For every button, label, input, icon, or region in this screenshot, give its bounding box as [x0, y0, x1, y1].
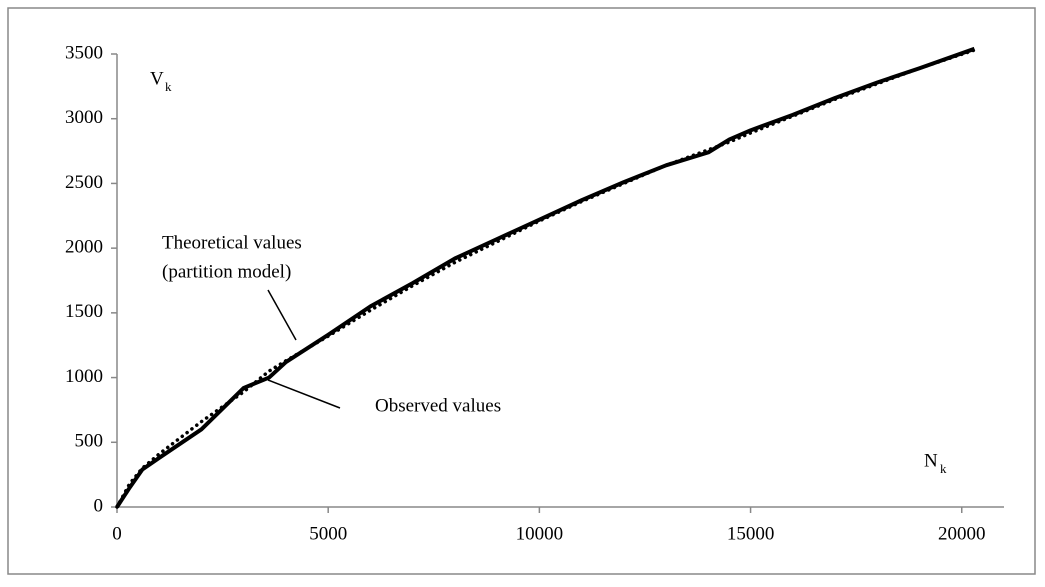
line-series — [115, 48, 977, 509]
x-axis-label-sub: k — [940, 461, 947, 476]
y-tick-label: 0 — [94, 495, 104, 516]
x-tick-label: 5000 — [309, 523, 347, 544]
x-tick-label: 20000 — [938, 523, 986, 544]
y-tick-label: 500 — [75, 431, 104, 452]
y-axis-label-sub: k — [165, 79, 172, 94]
x-axis-label: N — [924, 450, 938, 471]
annotation: Observed values — [375, 395, 501, 416]
x-tick-label: 0 — [112, 523, 122, 544]
chart-frame — [7, 7, 1036, 575]
y-tick-label: 3500 — [65, 42, 103, 63]
y-tick-label: 1500 — [65, 301, 103, 322]
leader-line — [267, 289, 297, 341]
y-tick-label: 2500 — [65, 172, 103, 193]
leader-line — [267, 379, 341, 409]
annotation: (partition model) — [162, 261, 291, 282]
y-axis-label: V — [150, 68, 164, 89]
annotation: Theoretical values — [162, 232, 302, 253]
line-series — [115, 46, 976, 509]
y-tick-label: 1000 — [65, 366, 103, 387]
x-tick-label: 15000 — [727, 523, 775, 544]
x-tick-label: 10000 — [516, 523, 564, 544]
y-tick-label: 3000 — [65, 107, 103, 128]
y-tick-label: 2000 — [65, 237, 103, 258]
